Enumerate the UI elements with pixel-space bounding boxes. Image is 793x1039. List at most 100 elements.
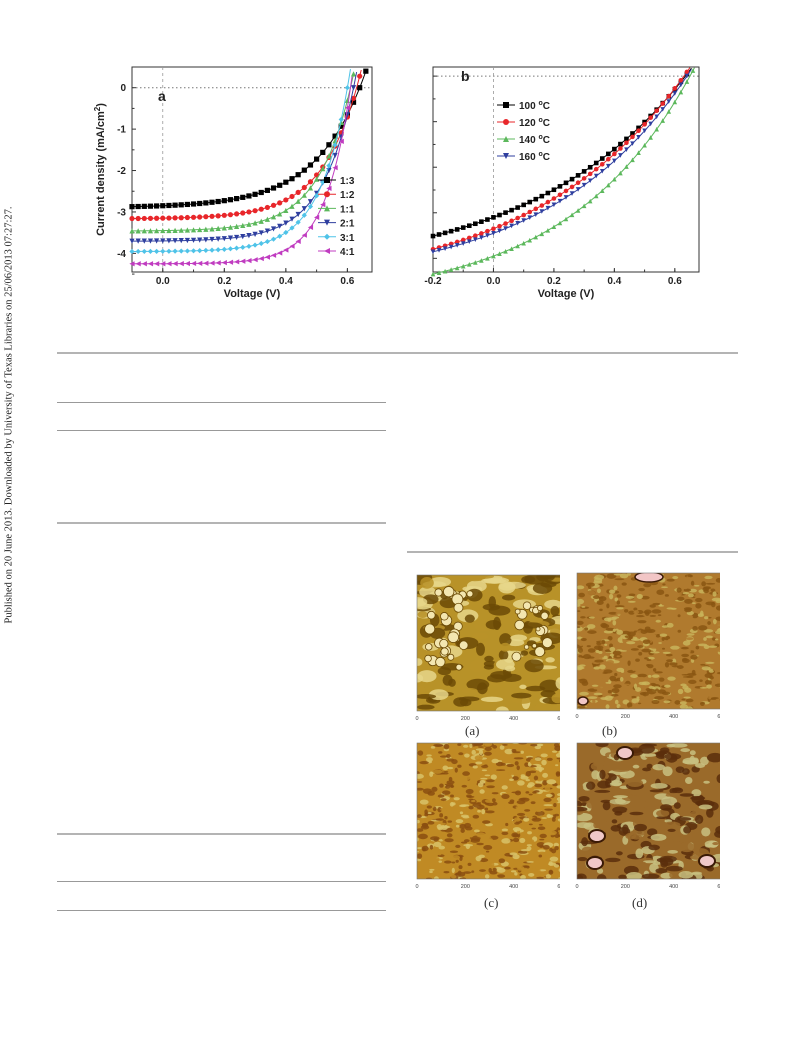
afm-grain bbox=[524, 659, 544, 673]
afm-grain bbox=[602, 671, 609, 674]
afm-grain bbox=[701, 581, 706, 587]
afm-grain bbox=[476, 842, 484, 846]
afm-grain bbox=[663, 700, 671, 704]
data-point bbox=[178, 227, 184, 233]
afm-grain bbox=[512, 776, 519, 781]
legend-marker bbox=[324, 248, 330, 254]
afm-grain bbox=[550, 820, 554, 824]
afm-grain bbox=[492, 745, 498, 749]
afm-caption-d: (d) bbox=[632, 895, 648, 910]
afm-grain bbox=[528, 839, 535, 843]
afm-grain bbox=[603, 674, 611, 678]
afm-grain bbox=[510, 870, 517, 873]
data-point bbox=[129, 238, 135, 244]
afm-grain bbox=[632, 636, 638, 640]
afm-grain bbox=[435, 821, 439, 826]
afm-grain bbox=[646, 828, 658, 836]
afm-grain bbox=[491, 792, 499, 795]
afm-grain bbox=[505, 822, 509, 827]
data-point bbox=[545, 190, 551, 196]
afm-grain bbox=[682, 592, 690, 595]
afm-grain bbox=[597, 677, 603, 682]
afm-grain bbox=[478, 749, 484, 756]
afm-x-tick-label: 400 bbox=[669, 884, 678, 889]
afm-caption-a: (a) bbox=[465, 723, 480, 738]
afm-grain bbox=[499, 745, 505, 750]
afm-grain bbox=[627, 631, 636, 637]
table-rule bbox=[57, 881, 386, 882]
afm-grain bbox=[508, 770, 518, 776]
legend-marker bbox=[324, 177, 330, 183]
afm-grain bbox=[659, 747, 670, 753]
afm-grain bbox=[464, 614, 475, 623]
afm-grain bbox=[431, 829, 436, 832]
data-point bbox=[160, 238, 166, 244]
afm-grain bbox=[533, 775, 539, 781]
data-point bbox=[252, 191, 258, 197]
afm-grain bbox=[633, 607, 638, 611]
afm-grain bbox=[517, 850, 528, 854]
afm-grain bbox=[683, 826, 692, 834]
afm-grain bbox=[587, 648, 596, 653]
afm-grain bbox=[687, 648, 691, 654]
data-point bbox=[166, 202, 172, 209]
afm-grain bbox=[512, 827, 521, 832]
data-point bbox=[203, 200, 209, 206]
afm-grain bbox=[516, 765, 520, 771]
afm-grain bbox=[417, 773, 424, 779]
afm-grain bbox=[638, 681, 647, 686]
afm-x-tick-label: 400 bbox=[509, 716, 518, 721]
data-point bbox=[166, 238, 172, 244]
afm-grain bbox=[679, 701, 687, 705]
afm-grain bbox=[495, 706, 509, 711]
afm-grain bbox=[646, 688, 657, 695]
afm-grain bbox=[701, 574, 706, 578]
afm-grain bbox=[469, 743, 473, 749]
afm-grain bbox=[677, 688, 684, 695]
afm-grain bbox=[439, 638, 449, 649]
data-point bbox=[338, 123, 344, 129]
y-tick-label: -2 bbox=[117, 166, 126, 177]
data-point bbox=[454, 265, 460, 271]
afm-grain bbox=[658, 845, 667, 854]
afm-grain bbox=[484, 774, 491, 777]
afm-grain bbox=[657, 614, 662, 617]
afm-grain bbox=[699, 686, 708, 689]
afm-grain bbox=[484, 807, 489, 811]
data-point bbox=[618, 146, 623, 151]
afm-grain bbox=[520, 874, 526, 879]
data-point bbox=[479, 219, 484, 224]
afm-texture bbox=[577, 573, 722, 709]
afm-caption-b: (b) bbox=[602, 723, 618, 738]
afm-grain bbox=[698, 625, 708, 631]
afm-grain bbox=[577, 822, 592, 829]
data-point bbox=[203, 247, 209, 253]
afm-grain bbox=[585, 576, 596, 581]
data-point bbox=[295, 211, 301, 218]
afm-grain bbox=[676, 587, 682, 593]
data-point bbox=[332, 152, 338, 159]
afm-grain bbox=[543, 797, 552, 803]
afm-grain bbox=[683, 588, 692, 592]
afm-grain bbox=[451, 867, 455, 874]
data-point bbox=[197, 260, 203, 266]
afm-grain bbox=[626, 573, 631, 576]
afm-grain bbox=[516, 812, 526, 816]
data-point bbox=[227, 235, 234, 241]
data-point bbox=[466, 239, 472, 244]
afm-grain bbox=[639, 691, 647, 696]
afm-grain bbox=[526, 844, 532, 847]
afm-grain bbox=[461, 861, 466, 865]
data-point bbox=[178, 202, 184, 208]
afm-grain bbox=[501, 785, 508, 790]
afm-grain bbox=[549, 856, 559, 862]
afm-grain bbox=[477, 746, 484, 748]
data-point bbox=[612, 151, 617, 157]
data-point bbox=[190, 237, 197, 243]
afm-grain bbox=[695, 603, 702, 609]
afm-grain bbox=[430, 746, 436, 749]
afm-grain bbox=[710, 691, 718, 697]
afm-grain bbox=[715, 638, 719, 641]
data-point bbox=[618, 153, 623, 158]
afm-grain bbox=[646, 763, 653, 769]
